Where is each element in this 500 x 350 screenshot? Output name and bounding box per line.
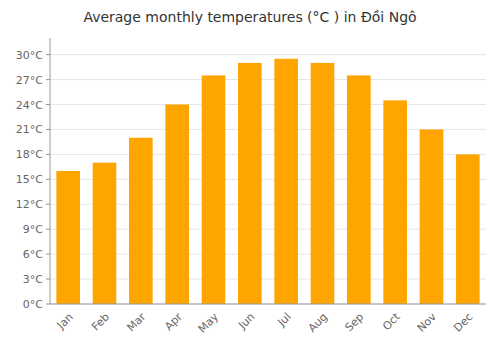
x-tick-label: Jun xyxy=(235,310,257,332)
bar xyxy=(274,59,298,304)
y-tick-label: 6°C xyxy=(23,248,43,261)
y-axis: 0°C 3°C 6°C 9°C 12°C 15°C 18°C 21°C 24°C 27°C 30°C xyxy=(16,49,50,311)
y-tick xyxy=(46,304,50,305)
bar xyxy=(383,100,407,304)
y-tick xyxy=(46,154,50,155)
x-tick-label: Oct xyxy=(380,310,403,333)
bar xyxy=(56,171,80,304)
bar xyxy=(420,129,444,304)
y-tick xyxy=(46,204,50,205)
bar xyxy=(129,138,153,304)
y-tick-label: 21°C xyxy=(16,123,43,136)
y-tick xyxy=(46,179,50,180)
y-tick-label: 15°C xyxy=(16,173,43,186)
y-tick xyxy=(46,254,50,255)
y-tick-label: 12°C xyxy=(16,198,43,211)
y-tick-label: 30°C xyxy=(16,49,43,62)
x-tick-label: May xyxy=(196,310,222,336)
x-axis-line xyxy=(50,304,486,305)
grid-line xyxy=(50,304,486,305)
x-tick-label: Aug xyxy=(306,310,330,334)
x-tick-label: Jul xyxy=(274,310,293,329)
x-tick-label: Mar xyxy=(125,310,149,334)
y-tick-label: 3°C xyxy=(23,273,43,286)
y-tick-label: 24°C xyxy=(16,99,43,112)
y-tick xyxy=(46,279,50,280)
x-tick-label: Feb xyxy=(89,310,112,333)
grid-line xyxy=(50,104,486,105)
bar xyxy=(311,63,335,304)
chart-container: Average monthly temperatures (°C ) in Đồ… xyxy=(0,0,500,350)
bar xyxy=(347,75,371,304)
grid-line xyxy=(50,79,486,80)
x-axis: Jan Feb Mar Apr May Jun Jul Aug Sep Oct Nov Dec xyxy=(54,310,476,336)
y-tick xyxy=(46,79,50,80)
y-tick-label: 0°C xyxy=(23,298,43,311)
x-tick-label: Apr xyxy=(162,310,185,333)
x-tick-label: Dec xyxy=(451,310,475,334)
x-tick-label: Jan xyxy=(54,310,76,332)
y-tick xyxy=(46,229,50,230)
y-tick-label: 9°C xyxy=(23,223,43,236)
x-tick-label: Sep xyxy=(343,310,367,334)
grid-line xyxy=(50,54,486,55)
bars xyxy=(56,59,479,304)
y-tick-label: 27°C xyxy=(16,74,43,87)
bar xyxy=(202,75,226,304)
bar xyxy=(456,154,480,304)
grid xyxy=(50,55,486,304)
title: Average monthly temperatures (°C ) in Đồ… xyxy=(83,9,416,25)
y-tick-label: 18°C xyxy=(16,148,43,161)
bar xyxy=(238,63,262,304)
x-tick-label: Nov xyxy=(415,310,440,335)
bar xyxy=(165,105,189,305)
y-tick xyxy=(46,54,50,55)
y-axis-line xyxy=(50,38,51,304)
bar xyxy=(93,163,117,304)
y-tick xyxy=(46,104,50,105)
chart: Average monthly temperatures (°C ) in Đồ… xyxy=(0,0,500,350)
y-tick xyxy=(46,129,50,130)
